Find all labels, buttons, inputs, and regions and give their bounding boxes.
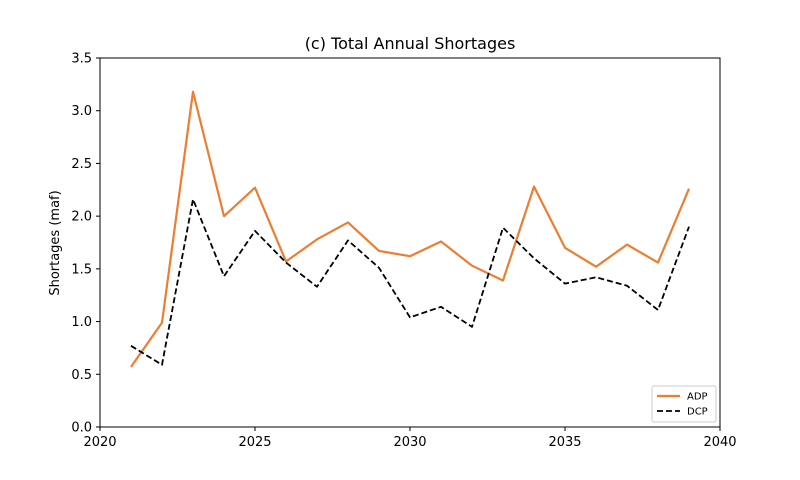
chart-title: (c) Total Annual Shortages <box>305 34 516 53</box>
y-tick-label: 1.0 <box>71 315 92 330</box>
x-tick-label: 2025 <box>238 435 271 450</box>
y-tick-label: 2.5 <box>71 157 92 172</box>
series-line-adp <box>130 90 691 368</box>
y-tick-label: 3.5 <box>71 52 92 67</box>
y-axis-label: Shortages (maf) <box>48 190 63 295</box>
x-tick-label: 2030 <box>393 435 426 450</box>
y-tick-label: 2.0 <box>71 210 92 225</box>
series-line-dcp <box>130 198 690 366</box>
y-tick-label: 1.5 <box>71 262 92 277</box>
x-tick-label: 2035 <box>548 435 581 450</box>
legend-label-dcp: DCP <box>687 407 708 418</box>
legend: ADP DCP <box>651 385 717 423</box>
y-tick-label: 0.5 <box>71 368 92 383</box>
series-layer <box>130 90 691 368</box>
legend-label-adp: ADP <box>687 392 708 403</box>
plot-frame <box>99 57 721 428</box>
y-axis-ticks: 0.0 0.5 1.0 1.5 2.0 2.5 3.0 3.5 <box>71 52 100 436</box>
y-tick-label: 0.0 <box>71 421 92 436</box>
x-tick-label: 2020 <box>83 435 116 450</box>
x-tick-label: 2040 <box>703 435 736 450</box>
y-tick-label: 3.0 <box>71 104 92 119</box>
x-axis-ticks: 2020 2025 2030 2035 2040 <box>83 427 737 450</box>
